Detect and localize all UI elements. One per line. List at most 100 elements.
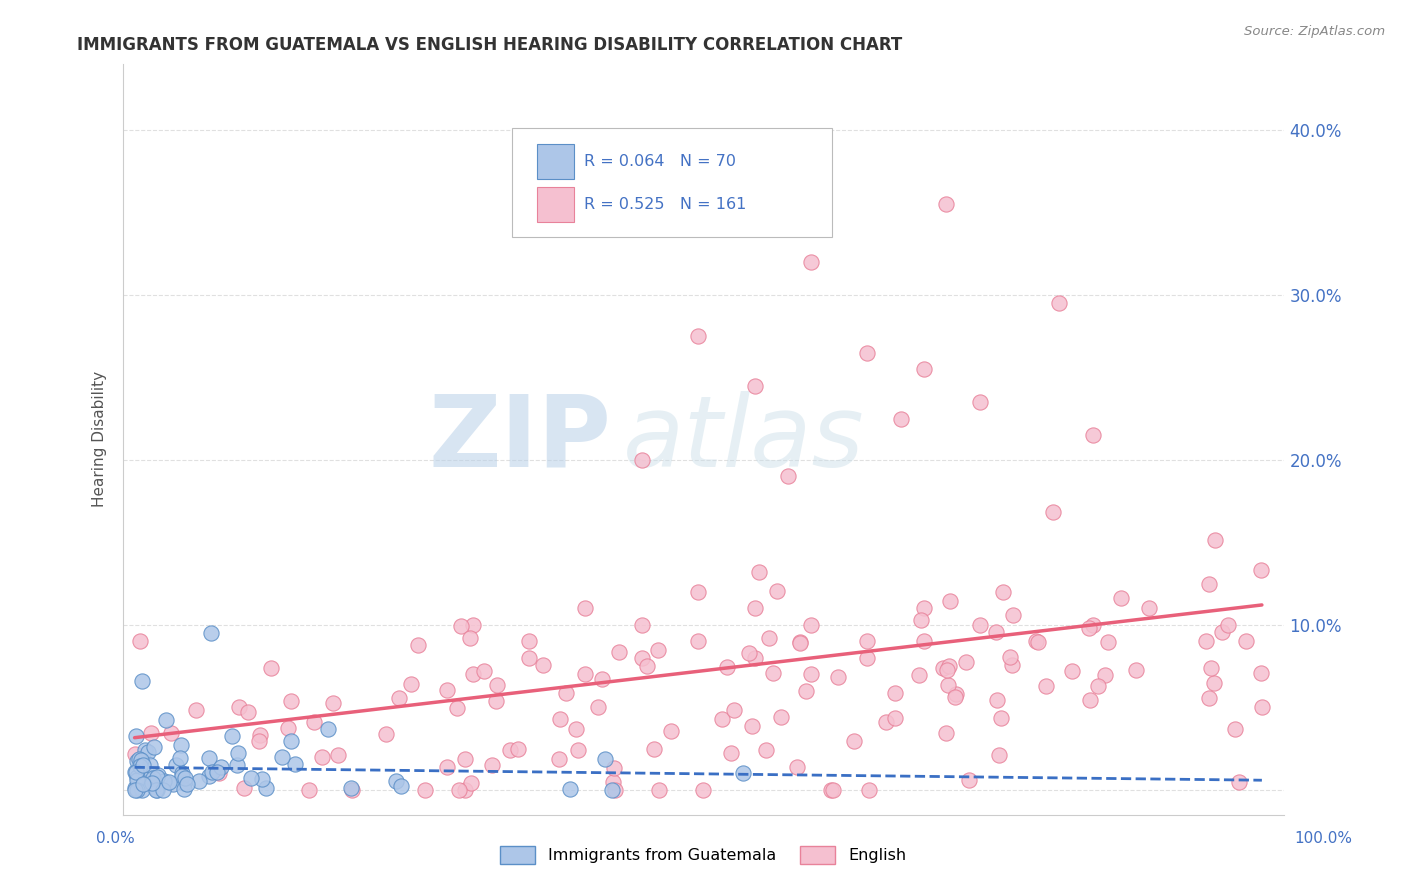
Point xyxy=(486,678,509,692)
Point xyxy=(1204,533,1226,547)
Point xyxy=(176,777,198,791)
Point xyxy=(1094,668,1116,682)
Point xyxy=(1081,618,1104,632)
Point xyxy=(162,777,184,791)
Point xyxy=(744,378,766,392)
Point xyxy=(157,774,180,789)
Point xyxy=(766,583,789,598)
Text: 100.0%: 100.0% xyxy=(1295,831,1353,846)
Point xyxy=(741,719,763,733)
Point xyxy=(311,749,333,764)
Point xyxy=(374,727,396,741)
Point xyxy=(842,734,865,748)
Point xyxy=(146,770,169,784)
Point xyxy=(823,782,845,797)
Point xyxy=(1137,601,1160,615)
Point xyxy=(517,651,540,665)
Point xyxy=(688,585,710,599)
Point xyxy=(910,613,932,627)
Point xyxy=(1225,722,1247,736)
Point xyxy=(136,746,159,760)
Point xyxy=(461,618,484,632)
Y-axis label: Hearing Disability: Hearing Disability xyxy=(93,371,107,508)
Point xyxy=(128,633,150,648)
Point xyxy=(131,782,153,797)
Point xyxy=(152,774,174,789)
Point xyxy=(1001,657,1024,672)
Point xyxy=(648,782,671,797)
Point xyxy=(688,329,710,343)
Point xyxy=(160,726,183,740)
Point xyxy=(820,782,842,797)
Point xyxy=(458,631,481,645)
Point xyxy=(631,618,654,632)
Point xyxy=(858,782,880,797)
Point xyxy=(208,765,231,780)
Point xyxy=(603,761,626,775)
Point xyxy=(138,772,160,787)
Text: Source: ZipAtlas.com: Source: ZipAtlas.com xyxy=(1244,25,1385,38)
Point xyxy=(138,758,160,772)
Point xyxy=(170,739,193,753)
Point xyxy=(240,771,263,785)
Point xyxy=(800,667,823,681)
Point xyxy=(508,742,530,756)
Point xyxy=(770,710,793,724)
Point xyxy=(499,743,522,757)
Point xyxy=(173,776,195,790)
Point xyxy=(938,658,960,673)
Point xyxy=(800,255,823,269)
Point xyxy=(125,765,148,780)
Point xyxy=(1236,633,1258,648)
Point xyxy=(250,772,273,787)
Point xyxy=(124,747,146,761)
Point xyxy=(607,645,630,659)
Point xyxy=(481,758,503,772)
Point xyxy=(586,700,609,714)
Point xyxy=(125,729,148,743)
Point xyxy=(643,741,665,756)
Point xyxy=(297,782,319,797)
Point xyxy=(226,747,249,761)
Point xyxy=(340,781,363,796)
Point xyxy=(955,656,977,670)
Point xyxy=(758,631,780,645)
Text: ZIP: ZIP xyxy=(427,391,612,488)
Point xyxy=(186,703,208,717)
Point xyxy=(228,700,250,714)
Point xyxy=(399,677,422,691)
Point xyxy=(1000,649,1022,664)
Point xyxy=(1216,618,1239,632)
Point xyxy=(450,619,472,633)
Point xyxy=(856,634,879,648)
Point xyxy=(152,782,174,797)
Point xyxy=(145,782,167,797)
Point xyxy=(856,345,879,359)
Point xyxy=(1035,679,1057,693)
FancyBboxPatch shape xyxy=(512,128,831,236)
Point xyxy=(827,670,849,684)
Point xyxy=(800,618,823,632)
Point xyxy=(1204,675,1226,690)
Point xyxy=(912,362,935,376)
Point xyxy=(720,747,742,761)
Point xyxy=(986,624,1008,639)
Point xyxy=(342,782,364,797)
Point xyxy=(1047,296,1070,310)
Point xyxy=(1042,506,1064,520)
Point xyxy=(127,772,149,787)
Text: R = 0.064   N = 70: R = 0.064 N = 70 xyxy=(585,154,737,169)
Point xyxy=(124,764,146,779)
Point xyxy=(602,775,624,789)
Point xyxy=(986,693,1008,707)
Point xyxy=(1211,624,1233,639)
Point xyxy=(141,776,163,790)
Point xyxy=(692,782,714,797)
Point xyxy=(991,585,1014,599)
Point xyxy=(884,711,907,725)
Point xyxy=(631,651,654,665)
Point xyxy=(987,747,1010,762)
Point xyxy=(1026,635,1049,649)
Point xyxy=(567,743,589,757)
Point xyxy=(134,766,156,780)
